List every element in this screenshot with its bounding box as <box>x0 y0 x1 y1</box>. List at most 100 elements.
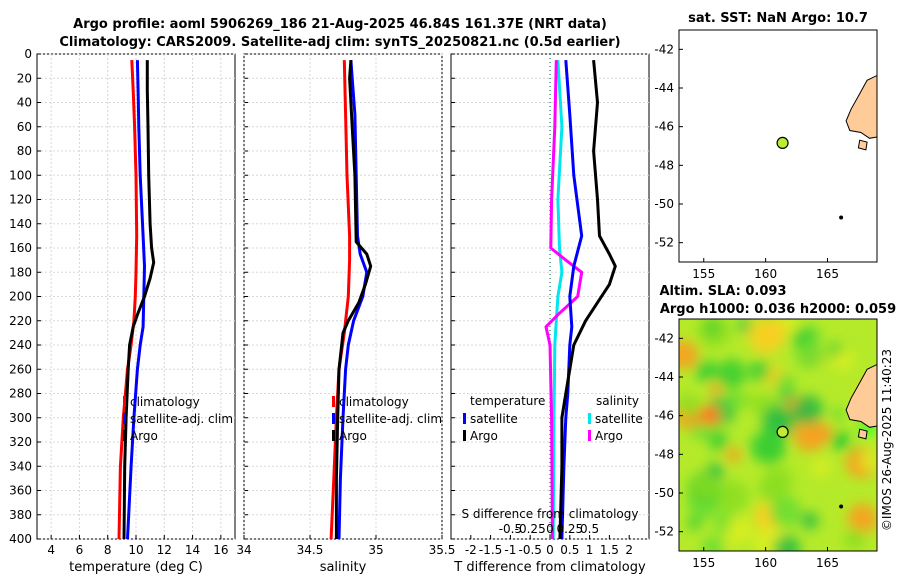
sla-anomaly-blob <box>694 359 718 383</box>
sst-map-x-tick-label: 160 <box>754 267 777 281</box>
y-tick-label: 340 <box>9 459 32 473</box>
sst-map-auckland-islands <box>839 215 844 220</box>
difference-x-tick-label: 0.5 <box>560 543 579 557</box>
sla-map-y-tick-label: -42 <box>654 331 674 345</box>
temperature-x-axis-label: temperature (deg C) <box>69 560 203 575</box>
sst-map-island <box>857 139 868 151</box>
y-tick-label: 220 <box>9 314 32 328</box>
sla-anomaly-blob <box>708 431 729 452</box>
temperature-legend-climatology-marker <box>123 396 126 407</box>
sla-anomaly-blob <box>773 535 801 551</box>
difference-legend-sal-satellite-marker <box>588 413 591 424</box>
sla-anomaly-blob <box>705 320 720 335</box>
sla-anomaly-blob <box>726 447 742 463</box>
y-tick-label: 140 <box>9 217 32 231</box>
legend-temperature-title: temperature <box>470 394 545 408</box>
temperature-x-tick-label: 16 <box>213 543 228 557</box>
sla-anomaly-blob <box>830 407 845 422</box>
sst-map-y-tick-label: -46 <box>654 120 674 134</box>
sla-map-x-tick-label: 165 <box>816 556 839 570</box>
difference-legend-temp-argo-label: Argo <box>470 429 498 443</box>
salinity-legend-satellite-label: satellite-adj. clim <box>339 412 442 426</box>
y-tick-label: 0 <box>24 47 32 61</box>
sla-anomaly-blob <box>844 528 866 550</box>
temperature-x-tick-label: 4 <box>47 543 55 557</box>
difference-x-tick-label: -0.5 <box>518 543 541 557</box>
difference-x-tick-label: -2 <box>465 543 477 557</box>
sla-map-y-tick-label: -48 <box>654 447 674 461</box>
legend-salinity-title: salinity <box>596 394 639 408</box>
difference-top-axis-label: S difference from climatology <box>462 507 639 521</box>
difference-legend-temp-argo-marker <box>463 430 466 441</box>
temperature-x-tick-label: 12 <box>157 543 172 557</box>
y-tick-label: 320 <box>9 435 32 449</box>
sla-map-island <box>857 428 868 440</box>
y-tick-label: 260 <box>9 362 32 376</box>
temperature-diff-satellite-line <box>560 59 584 540</box>
sla-anomaly-blob <box>811 458 831 477</box>
temperature-x-tick-label: 8 <box>104 543 112 557</box>
sla-anomaly-blob <box>775 373 796 394</box>
temperature-legend-climatology-label: climatology <box>130 395 200 409</box>
y-tick-label: 180 <box>9 265 32 279</box>
y-tick-label: 60 <box>17 120 32 134</box>
salinity-x-tick-label: 34.5 <box>297 543 324 557</box>
sla-anomaly-blob <box>716 480 749 514</box>
sla-anomaly-blob <box>709 383 723 396</box>
salinity-x-tick-label: 35.5 <box>429 543 456 557</box>
salinity-x-tick-label: 34 <box>236 543 251 557</box>
sla-anomaly-blob <box>752 430 787 465</box>
sst-map-title: sat. SST: NaN Argo: 10.7 <box>688 11 868 26</box>
temperature-legend-argo-marker <box>123 430 126 441</box>
salinity-argo-line <box>334 59 373 539</box>
difference-x-tick-label: 1 <box>586 543 594 557</box>
y-tick-label: 280 <box>9 387 32 401</box>
temperature-legend-satellite-label: satellite-adj. clim <box>130 412 233 426</box>
difference-legend-temp-satellite-marker <box>463 413 466 424</box>
temperature-argo-line <box>122 60 156 540</box>
difference-legend-sal-argo-marker <box>588 430 591 441</box>
sla-anomaly-blob <box>769 495 802 528</box>
sla-anomaly-blob <box>737 319 752 333</box>
salinity-diff-satellite-line <box>551 60 564 540</box>
temperature-x-tick-label: 10 <box>128 543 143 557</box>
y-tick-label: 360 <box>9 484 32 498</box>
temperature-x-tick-label: 14 <box>185 543 200 557</box>
sla-map-panel: Altim. SLA: 0.093 Argo h1000: 0.036 h2000… <box>654 284 896 570</box>
difference-x-axis-label: T difference from climatology <box>453 560 646 575</box>
sla-map-title2: Argo h1000: 0.036 h2000: 0.059 <box>660 302 896 317</box>
sla-anomaly-blob <box>833 350 854 371</box>
sst-map-y-tick-label: -48 <box>654 158 674 172</box>
y-tick-label: 380 <box>9 508 32 522</box>
sla-map-y-tick-label: -46 <box>654 409 674 423</box>
sla-map-title1: Altim. SLA: 0.093 <box>660 284 787 299</box>
difference-x-tick-label: 2 <box>625 543 633 557</box>
salinity-diff-tick-label: 0.25 <box>556 522 583 536</box>
sst-map-land <box>845 74 877 139</box>
sla-map-content <box>679 319 877 551</box>
temperature-x-tick-label: 6 <box>76 543 84 557</box>
sla-anomaly-blob <box>847 503 877 534</box>
sla-map-frame <box>678 318 878 552</box>
salinity-diff-tick-label: 0 <box>546 522 554 536</box>
temperature-legend-satellite-marker <box>123 413 126 424</box>
sst-map-y-tick-label: -50 <box>654 197 674 211</box>
temperature-legend-argo-label: Argo <box>130 429 158 443</box>
temperature-panel: 0 20 40 60 80 100 120 140 160 180 200 220 240 260 280 3… <box>9 47 236 575</box>
sla-anomaly-field <box>679 319 877 551</box>
salinity-legend-satellite-marker <box>332 413 335 424</box>
salinity-panel: 34 34.5 35 35.5 salinity climatology satellite… <box>236 53 456 575</box>
sla-anomaly-blob <box>679 393 701 417</box>
sla-anomaly-blob <box>687 516 702 531</box>
y-tick-label: 240 <box>9 338 32 352</box>
y-tick-label: 300 <box>9 411 32 425</box>
salinity-diff-tick-label: -0.5 <box>499 522 522 536</box>
sla-anomaly-blob <box>815 424 833 443</box>
difference-panel: -2 -1.5 -1 -0.5 0 0.5 1 1.5 2T difference from c… <box>450 53 650 575</box>
sla-anomaly-blob <box>793 394 824 425</box>
salinity-x-axis-label: salinity <box>320 560 367 575</box>
sla-anomaly-blob <box>716 359 747 389</box>
sla-anomaly-blob <box>762 466 793 498</box>
y-tick-label: 40 <box>17 96 32 110</box>
